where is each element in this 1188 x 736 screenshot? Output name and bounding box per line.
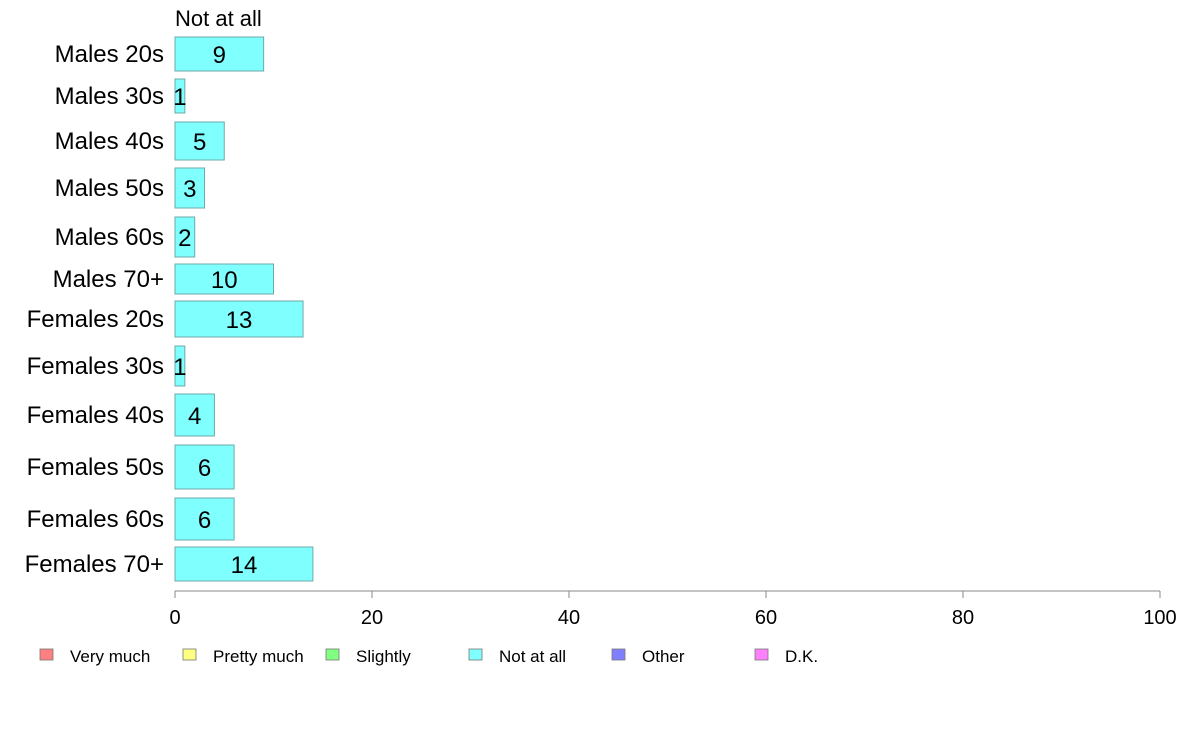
- category-label: Males 60s: [55, 224, 164, 251]
- category-label: Females 50s: [27, 454, 164, 481]
- bar: [174, 444, 235, 490]
- bar-value-label: 6: [198, 455, 211, 482]
- legend-label: Not at all: [499, 647, 566, 666]
- bar: [174, 36, 265, 72]
- category-label: Females 70+: [25, 551, 164, 578]
- bar: [174, 497, 235, 541]
- bar: [174, 167, 206, 209]
- bar-value-label: 1: [173, 354, 186, 381]
- category-label: Females 20s: [27, 306, 164, 333]
- category-label: Males 20s: [55, 41, 164, 68]
- bar: [174, 121, 225, 161]
- legend-swatch: [611, 648, 626, 661]
- x-tick-label: 60: [755, 607, 777, 629]
- legend-label: D.K.: [785, 647, 818, 666]
- bar: [174, 263, 274, 295]
- bar-value-label: 2: [178, 225, 191, 252]
- legend-swatch: [325, 648, 340, 661]
- bar-value-label: 9: [213, 42, 226, 69]
- bar: [174, 546, 314, 582]
- x-tick-label: 40: [558, 607, 580, 629]
- bar-value-label: 5: [193, 129, 206, 156]
- category-label: Females 60s: [27, 506, 164, 533]
- legend-label: Other: [642, 647, 685, 666]
- category-label: Males 50s: [55, 175, 164, 202]
- legend-swatch: [39, 648, 54, 661]
- bar: [174, 393, 215, 437]
- legend-label: Slightly: [356, 647, 411, 666]
- legend-swatch: [468, 648, 483, 661]
- x-tick-label: 0: [169, 607, 180, 629]
- bar-value-label: 4: [188, 403, 201, 430]
- series-heading: Not at all: [175, 6, 262, 31]
- bar: [174, 345, 186, 387]
- category-label: Females 30s: [27, 353, 164, 380]
- x-tick-label: 80: [952, 607, 974, 629]
- bar-value-label: 10: [211, 267, 238, 294]
- bar-value-label: 3: [183, 176, 196, 203]
- legend-swatch: [754, 648, 769, 661]
- category-label: Males 30s: [55, 83, 164, 110]
- x-tick-label: 100: [1143, 607, 1176, 629]
- bar-value-label: 14: [231, 552, 258, 579]
- bar-value-label: 6: [198, 507, 211, 534]
- legend-label: Very much: [70, 647, 150, 666]
- category-label: Males 70+: [53, 266, 164, 293]
- category-label: Females 40s: [27, 402, 164, 429]
- bar: [174, 300, 304, 338]
- category-label: Males 40s: [55, 128, 164, 155]
- bar-value-label: 13: [226, 307, 253, 334]
- legend-swatch: [182, 648, 197, 661]
- bar: [174, 216, 196, 258]
- x-tick-label: 20: [361, 607, 383, 629]
- bar-value-label: 1: [173, 84, 186, 111]
- legend-label: Pretty much: [213, 647, 304, 666]
- bar: [174, 78, 186, 114]
